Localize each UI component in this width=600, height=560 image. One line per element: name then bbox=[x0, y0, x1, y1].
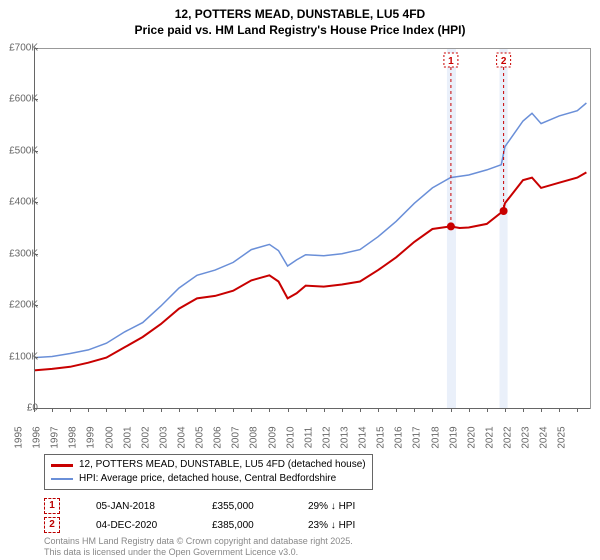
y-axis-line bbox=[34, 48, 35, 408]
x-tick-label: 2023 bbox=[521, 423, 532, 453]
legend-label: HPI: Average price, detached house, Cent… bbox=[79, 472, 336, 486]
legend-swatch bbox=[51, 464, 73, 467]
marker-badge: 1 bbox=[44, 498, 60, 514]
x-tick-label: 2016 bbox=[394, 423, 405, 453]
x-tick-label: 2022 bbox=[502, 423, 513, 453]
marker-badge: 2 bbox=[44, 517, 60, 533]
x-tick-label: 2010 bbox=[285, 423, 296, 453]
chart-title: 12, POTTERS MEAD, DUNSTABLE, LU5 4FD Pri… bbox=[0, 0, 600, 38]
x-tick-label: 1996 bbox=[32, 423, 43, 453]
x-axis-line bbox=[34, 408, 590, 409]
x-tick-label: 2019 bbox=[448, 423, 459, 453]
legend-item: HPI: Average price, detached house, Cent… bbox=[51, 472, 366, 486]
title-line2: Price paid vs. HM Land Registry's House … bbox=[0, 22, 600, 38]
trans-delta: 29% ↓ HPI bbox=[308, 501, 378, 512]
x-tick-label: 2025 bbox=[557, 423, 568, 453]
x-tick-label: 2017 bbox=[412, 423, 423, 453]
legend-label: 12, POTTERS MEAD, DUNSTABLE, LU5 4FD (de… bbox=[79, 458, 366, 472]
trans-delta: 23% ↓ HPI bbox=[308, 520, 378, 531]
x-tick-label: 2015 bbox=[376, 423, 387, 453]
y-tick-label: £600K bbox=[2, 94, 38, 105]
x-tick-label: 2012 bbox=[321, 423, 332, 453]
x-tick-label: 2014 bbox=[358, 423, 369, 453]
x-tick-label: 2001 bbox=[122, 423, 133, 453]
x-tick-label: 2020 bbox=[466, 423, 477, 453]
svg-text:2: 2 bbox=[501, 56, 507, 67]
title-line1: 12, POTTERS MEAD, DUNSTABLE, LU5 4FD bbox=[0, 6, 600, 22]
footer-line1: Contains HM Land Registry data © Crown c… bbox=[44, 536, 353, 547]
y-tick-label: £200K bbox=[2, 300, 38, 311]
trans-price: £385,000 bbox=[212, 520, 272, 531]
table-row: 1 05-JAN-2018 £355,000 29% ↓ HPI bbox=[44, 498, 378, 514]
x-tick-label: 2021 bbox=[484, 423, 495, 453]
transaction-table: 1 05-JAN-2018 £355,000 29% ↓ HPI 2 04-DE… bbox=[44, 498, 378, 536]
table-row: 2 04-DEC-2020 £385,000 23% ↓ HPI bbox=[44, 517, 378, 533]
y-tick-label: £0 bbox=[2, 403, 38, 414]
x-tick-label: 2009 bbox=[267, 423, 278, 453]
x-tick-label: 2000 bbox=[104, 423, 115, 453]
x-tick-label: 1998 bbox=[68, 423, 79, 453]
x-tick-label: 2002 bbox=[140, 423, 151, 453]
x-tick-label: 2011 bbox=[303, 423, 314, 453]
chart-svg: 12 bbox=[34, 49, 590, 409]
x-tick-label: 2008 bbox=[249, 423, 260, 453]
plot-area: 12 bbox=[34, 48, 591, 409]
x-tick-label: 1999 bbox=[86, 423, 97, 453]
y-tick-label: £700K bbox=[2, 43, 38, 54]
legend: 12, POTTERS MEAD, DUNSTABLE, LU5 4FD (de… bbox=[44, 454, 373, 490]
legend-swatch bbox=[51, 478, 73, 480]
trans-date: 04-DEC-2020 bbox=[96, 520, 176, 531]
trans-date: 05-JAN-2018 bbox=[96, 501, 176, 512]
x-tick-label: 2024 bbox=[539, 423, 550, 453]
y-tick-label: £400K bbox=[2, 197, 38, 208]
x-tick-label: 1995 bbox=[14, 423, 25, 453]
legend-item: 12, POTTERS MEAD, DUNSTABLE, LU5 4FD (de… bbox=[51, 458, 366, 472]
x-tick-label: 2003 bbox=[158, 423, 169, 453]
x-tick-label: 2018 bbox=[430, 423, 441, 453]
x-tick-label: 2004 bbox=[176, 423, 187, 453]
y-tick-label: £300K bbox=[2, 248, 38, 259]
y-tick-label: £500K bbox=[2, 145, 38, 156]
y-tick-label: £100K bbox=[2, 351, 38, 362]
x-tick-label: 2006 bbox=[213, 423, 224, 453]
svg-text:1: 1 bbox=[448, 56, 454, 67]
trans-price: £355,000 bbox=[212, 501, 272, 512]
footer: Contains HM Land Registry data © Crown c… bbox=[44, 536, 353, 558]
x-tick-label: 2005 bbox=[195, 423, 206, 453]
x-tick-label: 2007 bbox=[231, 423, 242, 453]
footer-line2: This data is licensed under the Open Gov… bbox=[44, 547, 353, 558]
x-tick-label: 2013 bbox=[339, 423, 350, 453]
x-tick-label: 1997 bbox=[50, 423, 61, 453]
